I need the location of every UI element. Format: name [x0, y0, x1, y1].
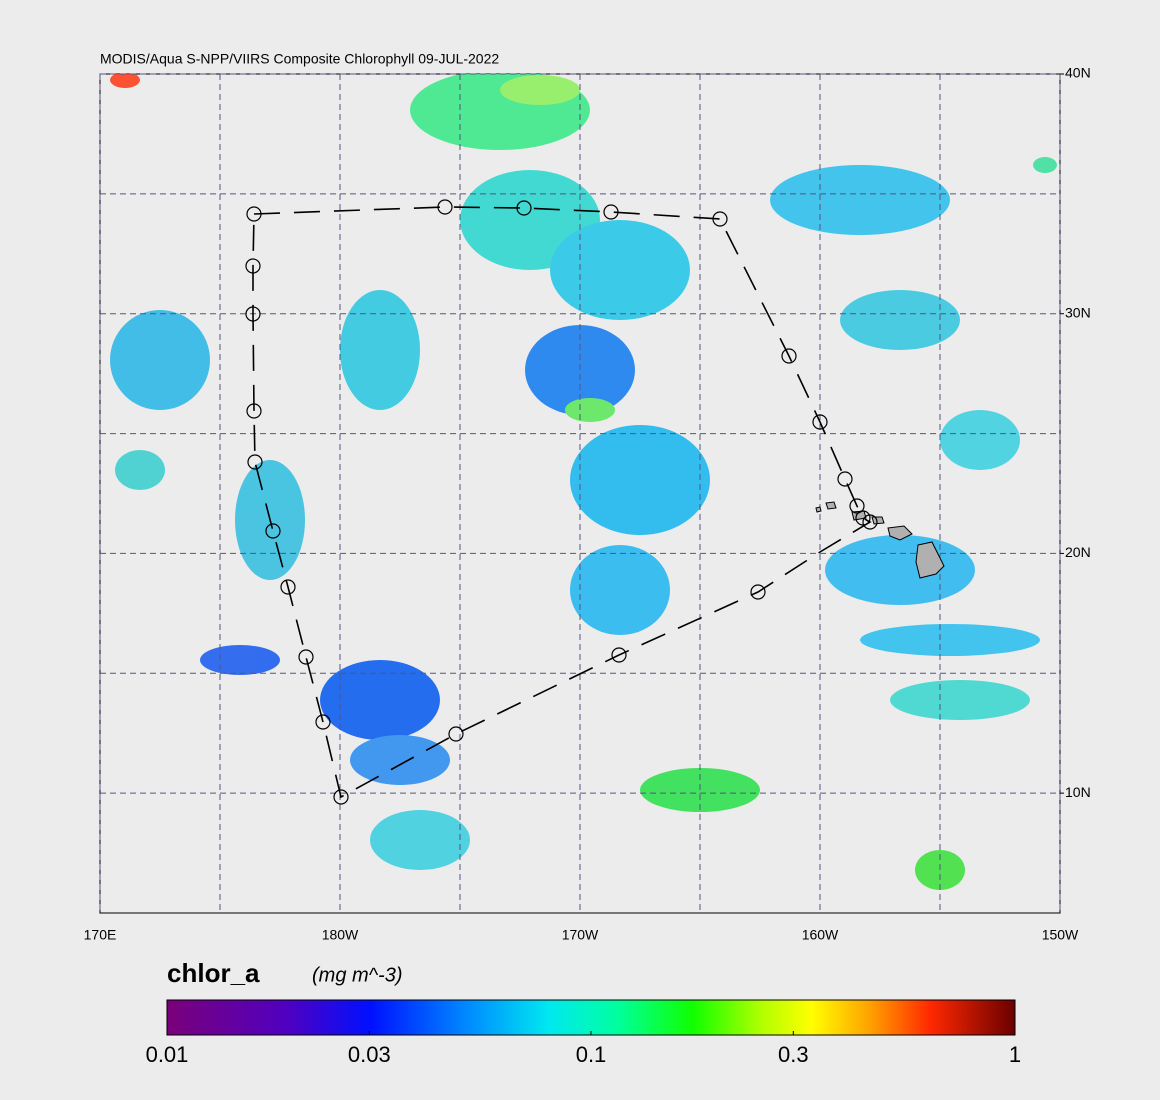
waypoint — [812, 414, 828, 430]
waypoint — [603, 204, 619, 220]
y-tick-label: 10N — [1065, 784, 1091, 800]
cruise-track — [245, 199, 878, 805]
waypoint — [781, 348, 797, 364]
island — [815, 506, 822, 513]
waypoint — [849, 498, 865, 514]
colorbar-tick-label: 0.3 — [778, 1042, 809, 1067]
waypoint — [837, 471, 853, 487]
waypoint — [280, 579, 296, 595]
waypoint — [247, 454, 263, 470]
x-tick-label: 150W — [1042, 927, 1079, 943]
x-tick-label: 170E — [84, 927, 117, 943]
waypoint — [246, 206, 262, 222]
x-tick-label: 170W — [562, 927, 599, 943]
waypoint — [437, 199, 453, 215]
y-tick-label: 20N — [1065, 544, 1091, 560]
y-tick-label: 30N — [1065, 304, 1091, 320]
island — [871, 516, 885, 525]
colorbar — [166, 999, 1016, 1036]
waypoint — [750, 584, 766, 600]
track-line — [252, 206, 872, 799]
map-title: MODIS/Aqua S-NPP/VIIRS Composite Chlorop… — [100, 51, 499, 67]
colorbar-tick-label: 0.1 — [576, 1042, 607, 1067]
waypoint — [611, 647, 627, 663]
waypoint — [245, 258, 261, 274]
waypoint — [448, 726, 464, 742]
colorbar-label: chlor_a — [167, 958, 260, 988]
colorbar-tick-label: 0.01 — [146, 1042, 189, 1067]
island — [887, 525, 913, 541]
waypoint — [298, 649, 314, 665]
x-tick-label: 160W — [802, 927, 839, 943]
waypoint — [516, 200, 532, 216]
hawaii — [815, 501, 945, 579]
y-tick-label: 40N — [1065, 65, 1091, 81]
island — [825, 501, 837, 510]
waypoint — [246, 403, 262, 419]
waypoint — [265, 523, 281, 539]
island — [915, 541, 945, 579]
waypoint — [712, 211, 728, 227]
colorbar-units: (mg m^-3) — [312, 964, 403, 986]
x-tick-label: 180W — [322, 927, 359, 943]
waypoint — [333, 789, 349, 805]
waypoint — [862, 514, 878, 530]
waypoint — [245, 306, 261, 322]
waypoint — [315, 714, 331, 730]
colorbar-tick-label: 1 — [1009, 1042, 1021, 1067]
colorbar-tick-label: 0.03 — [348, 1042, 391, 1067]
chlorophyll-patches — [110, 74, 1057, 890]
waypoint — [855, 510, 871, 526]
colorbar-ticks: 0.01 0.03 0.1 0.3 1 — [146, 1031, 1021, 1067]
